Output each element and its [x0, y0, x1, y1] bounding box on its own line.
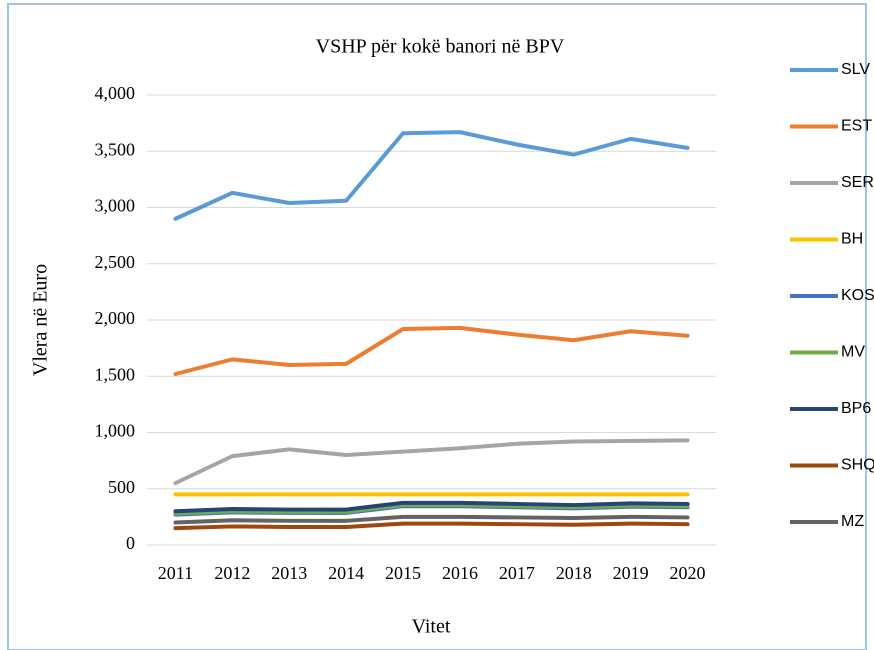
- y-axis-label: Vlera në Euro: [30, 264, 52, 376]
- x-tick-label: 2016: [442, 563, 478, 583]
- x-tick-label: 2017: [499, 563, 535, 583]
- y-tick-label: 0: [126, 533, 135, 553]
- y-tick-label: 2,000: [95, 308, 136, 328]
- chart-title: VSHP për kokë banori në BPV: [316, 36, 565, 58]
- y-tick-label: 3,500: [95, 139, 136, 159]
- legend-label: SER: [841, 174, 874, 191]
- data-line: [173, 438, 690, 486]
- x-tick-label: 2012: [214, 563, 250, 583]
- x-tick-label: 2019: [613, 563, 649, 583]
- y-tick-label: 4,000: [95, 83, 136, 103]
- legend-label: BP6: [841, 400, 871, 417]
- legend-label: MZ: [841, 513, 864, 530]
- y-tick-label: 1,000: [95, 421, 136, 441]
- y-tick-label: 1,500: [95, 364, 136, 384]
- legend-label: EST: [841, 118, 872, 135]
- legend-label: MV: [841, 344, 865, 361]
- legend-label: KOS: [841, 287, 874, 304]
- x-tick-label: 2014: [328, 563, 364, 583]
- x-tick-label: 2011: [158, 563, 193, 583]
- data-line: [173, 130, 690, 221]
- x-tick-label: 2015: [385, 563, 421, 583]
- data-line: [173, 325, 690, 376]
- x-tick-label: 2013: [271, 563, 307, 583]
- legend-label: SHQ: [841, 457, 874, 474]
- x-axis-label: Vitet: [412, 616, 451, 638]
- y-tick-label: 2,500: [95, 252, 136, 272]
- data-line: [173, 514, 690, 525]
- x-tick-label: 2018: [556, 563, 592, 583]
- x-tick-label: 2020: [670, 563, 706, 583]
- data-line: [173, 500, 690, 514]
- legend-label: SLV: [841, 61, 870, 78]
- y-tick-label: 500: [108, 477, 135, 497]
- data-line: [173, 503, 690, 516]
- legend-label: BH: [841, 231, 863, 248]
- data-line: [173, 521, 690, 531]
- y-tick-label: 3,000: [95, 196, 136, 216]
